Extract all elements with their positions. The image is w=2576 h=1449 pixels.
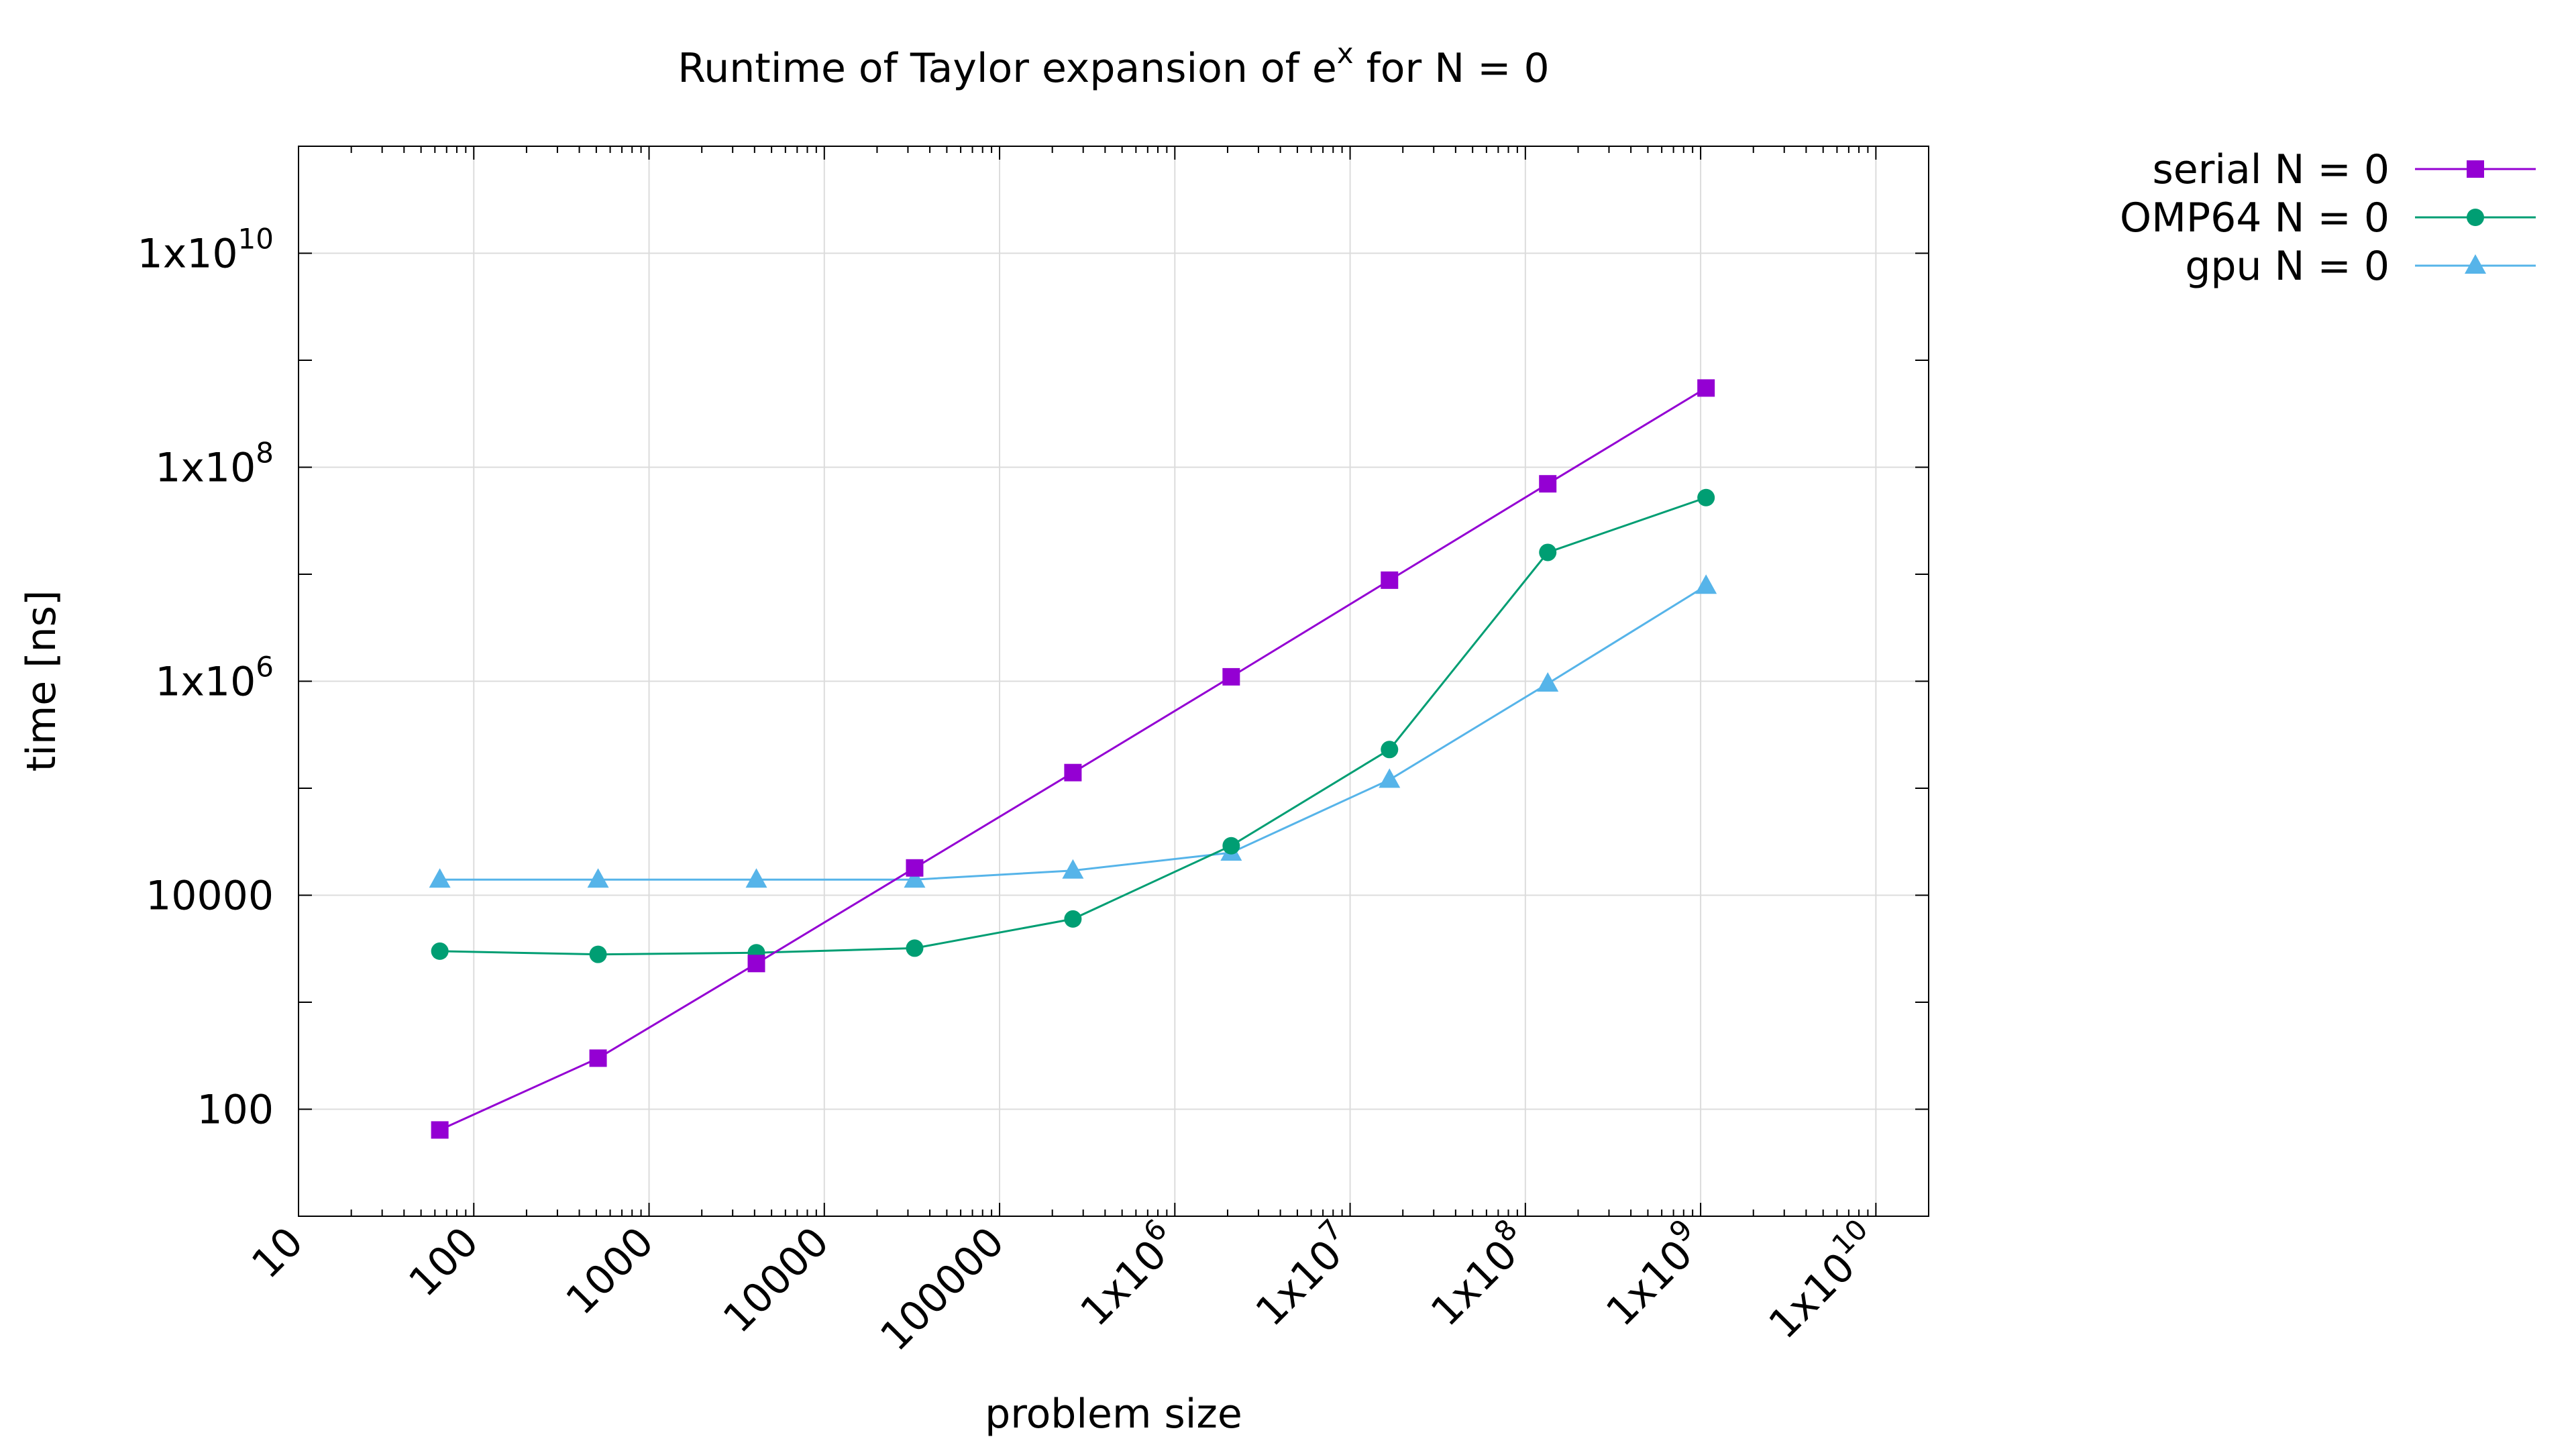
y-tick-label-base: 10000	[146, 873, 274, 920]
chart-title-main: Runtime of Taylor expansion of e	[678, 45, 1337, 92]
data-point-omp64	[1222, 837, 1240, 855]
x-tick-label-base: 100	[400, 1218, 487, 1305]
series-line-omp64	[439, 496, 1707, 956]
y-tick-label-base: 100	[197, 1087, 274, 1134]
x-tick-label-base: 1000	[557, 1218, 663, 1324]
y-tick-label: 1x1010	[138, 223, 274, 278]
y-tick-label-exponent: 6	[256, 651, 274, 684]
x-tick-label: 10000	[714, 1218, 838, 1342]
y-tick-label: 1x108	[155, 437, 274, 492]
x-tick-label: 1x106	[1066, 1213, 1189, 1336]
y-tick-label-exponent: 10	[238, 223, 274, 256]
data-point-gpu	[745, 868, 767, 888]
data-point-gpu	[904, 868, 926, 888]
data-point-serial	[1539, 475, 1557, 493]
x-tick-label: 10	[243, 1218, 312, 1287]
y-axis-label: time [ns]	[18, 590, 65, 772]
x-axis-tick-labels: 10 100 1000 10000 100000 1x106 1x107 1x108 1x109…	[243, 1213, 1890, 1360]
chart-title-superscript: x	[1337, 37, 1354, 70]
x-tick-label: 1x1010	[1754, 1213, 1890, 1348]
y-tick-label: 100	[197, 1087, 274, 1134]
x-tick-label-base: 10000	[714, 1218, 838, 1342]
x-tick-label-base: 10	[243, 1218, 312, 1287]
x-tick-label: 1000	[557, 1218, 663, 1324]
data-point-omp64	[1697, 488, 1715, 506]
data-point-gpu	[1695, 574, 1717, 594]
data-point-serial	[589, 1049, 607, 1067]
legend-marker	[2467, 160, 2484, 178]
legend-label: serial N = 0	[2153, 146, 2390, 193]
y-tick-label-base: 1x10	[155, 659, 256, 706]
x-tick-label: 100000	[871, 1218, 1013, 1360]
legend-marker	[2465, 254, 2486, 274]
legend-marker	[2467, 209, 2484, 226]
series-omp64	[431, 488, 1715, 963]
series-line-gpu	[439, 584, 1707, 881]
chart-title-suffix: for N = 0	[1354, 45, 1550, 92]
data-point-serial	[1222, 667, 1240, 686]
chart-title: Runtime of Taylor expansion of ex for N …	[678, 37, 1549, 92]
legend-item-gpu: gpu N = 0	[2185, 243, 2536, 290]
data-point-serial	[1064, 763, 1082, 782]
data-point-omp64	[1539, 543, 1557, 561]
data-point-omp64	[1381, 741, 1399, 759]
series-gpu	[429, 574, 1717, 888]
data-point-gpu	[429, 868, 451, 888]
data-point-serial	[906, 859, 924, 877]
data-point-omp64	[906, 939, 924, 957]
data-point-serial	[1381, 571, 1399, 589]
data-point-serial	[1697, 379, 1715, 397]
data-point-omp64	[589, 945, 607, 963]
x-axis-label: problem size	[985, 1391, 1242, 1438]
data-point-serial	[747, 955, 765, 973]
y-tick-label: 10000	[146, 873, 274, 920]
data-point-gpu	[1537, 672, 1559, 692]
data-point-gpu	[1062, 859, 1084, 879]
legend-item-serial: serial N = 0	[2153, 146, 2536, 193]
data-point-omp64	[431, 942, 449, 960]
legend-item-omp64: OMP64 N = 0	[2120, 195, 2536, 241]
y-tick-label: 1x106	[155, 651, 274, 706]
series-line-serial	[439, 387, 1707, 1131]
legend-label: gpu N = 0	[2185, 243, 2390, 290]
series-serial	[431, 379, 1715, 1139]
y-tick-label-base: 1x10	[138, 231, 238, 278]
data-point-omp64	[1064, 910, 1082, 928]
x-tick-label: 1x108	[1416, 1213, 1539, 1336]
y-tick-label-exponent: 8	[256, 437, 274, 470]
data-point-gpu	[1379, 768, 1401, 788]
legend-label: OMP64 N = 0	[2120, 195, 2390, 241]
data-point-serial	[431, 1121, 449, 1139]
axis-ticks	[298, 146, 1929, 1217]
x-tick-label: 100	[400, 1218, 487, 1305]
data-point-gpu	[587, 868, 609, 888]
x-tick-label-base: 100000	[871, 1218, 1013, 1360]
series-group	[429, 379, 1717, 1139]
grid	[299, 146, 1929, 1216]
x-tick-label: 1x107	[1241, 1213, 1364, 1336]
x-tick-label: 1x109	[1592, 1213, 1715, 1336]
y-tick-label-base: 1x10	[155, 445, 256, 492]
